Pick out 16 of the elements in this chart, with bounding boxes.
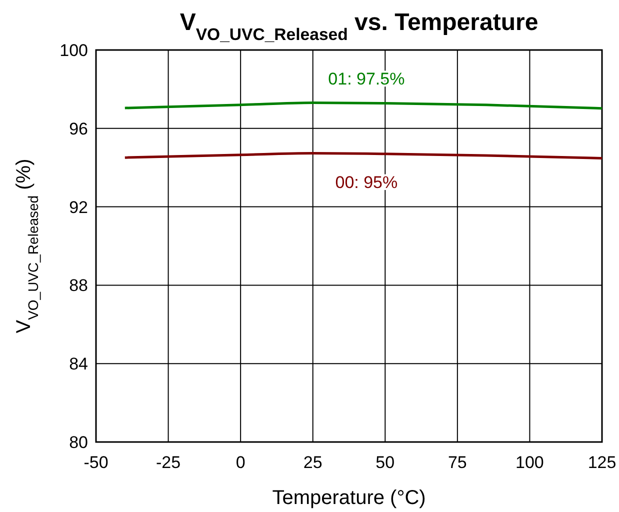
x-tick-label: 25 [303, 453, 322, 472]
x-tick-label: 75 [448, 453, 467, 472]
chart-title: V$_{VO_UVC_Released}$ vs. Temperature [180, 9, 538, 44]
y-tick-label: 100 [60, 41, 88, 60]
x-tick-label: -50 [84, 453, 108, 472]
y-tick-label: 92 [69, 198, 88, 217]
x-tick-label: 50 [376, 453, 395, 472]
x-tick-label: 100 [516, 453, 544, 472]
x-tick-label: 125 [588, 453, 616, 472]
y-tick-label: 88 [69, 276, 88, 296]
y-tick-label: 96 [69, 119, 88, 138]
y-tick-label: 80 [69, 433, 88, 452]
x-axis-title: Temperature (°C) [272, 487, 426, 509]
x-tick-label: -25 [156, 453, 181, 472]
x-tick-label: 0 [236, 453, 246, 472]
y-tick-label: 84 [69, 354, 88, 374]
